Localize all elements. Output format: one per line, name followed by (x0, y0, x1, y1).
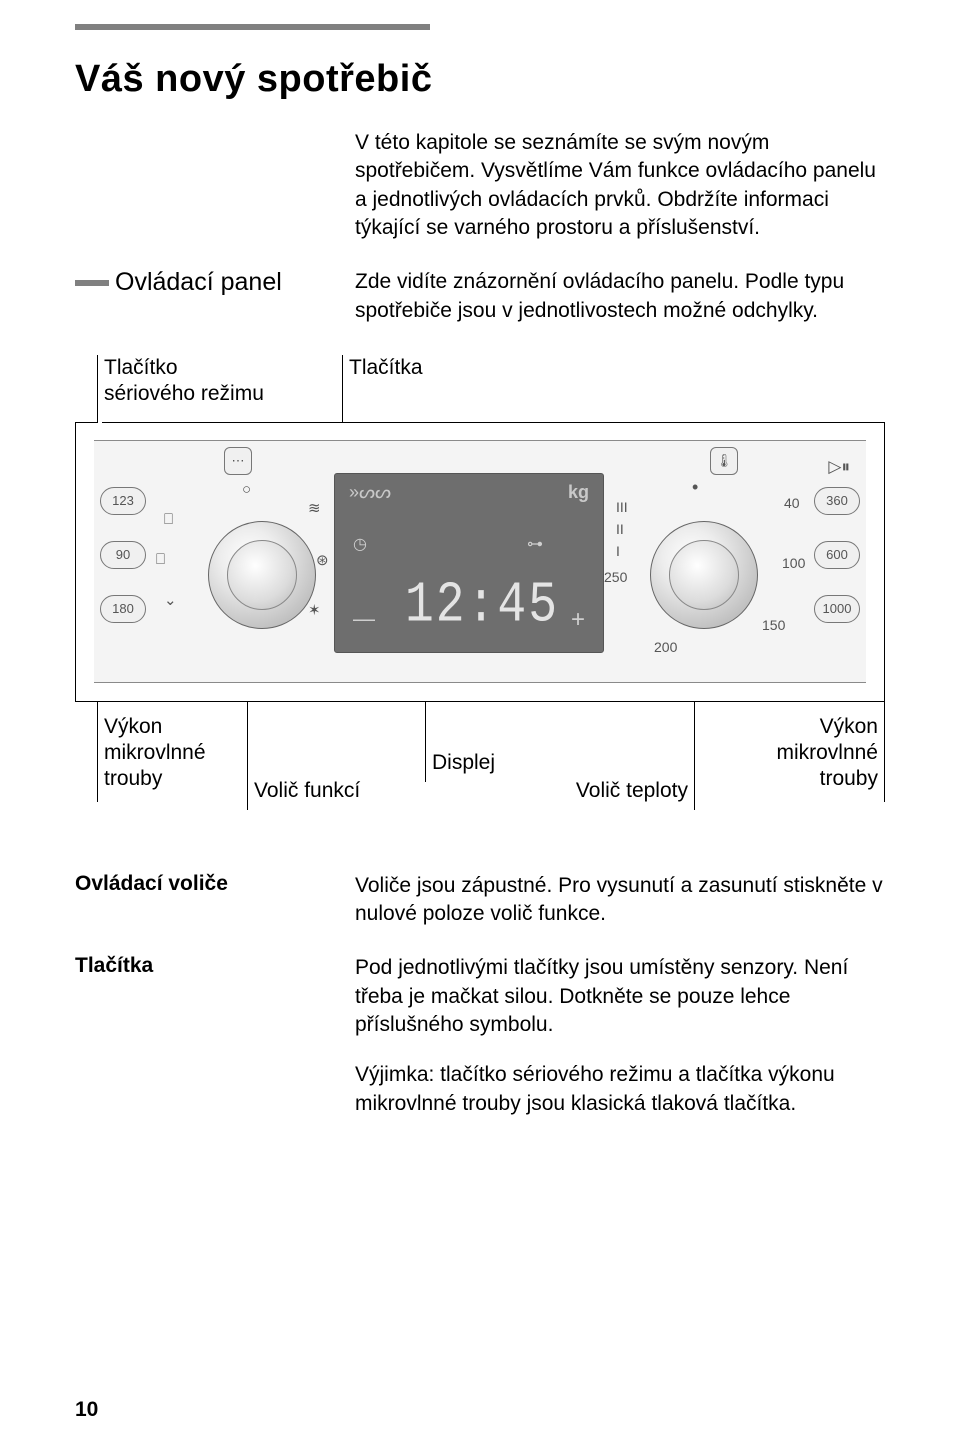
temp-100: 100 (782, 555, 805, 571)
button-180: 180 (100, 595, 146, 623)
temp-40: 40 (784, 495, 800, 511)
temp-II: II (616, 521, 624, 537)
diagram-bottom-labels: Výkon mikrovlnné trouby Volič funkcí Dis… (75, 702, 885, 822)
header-rule (75, 24, 430, 30)
button-360: 360 (814, 487, 860, 515)
button-1000: 1000 (814, 595, 860, 623)
display-clock-icon: ◷ (353, 534, 367, 554)
def-term-buttons: Tlačítka (75, 954, 355, 1118)
def-controls-p1: Voliče jsou zápustné. Pro vysunutí a zas… (355, 872, 885, 929)
temp-200: 200 (654, 639, 677, 655)
display-kg-icon: kg (568, 482, 589, 503)
label-buttons: Tlačítka (342, 355, 542, 422)
dial1-mark-left1: ⎕ (164, 511, 173, 528)
temp-250: 250 (604, 569, 627, 585)
label-microwave-power-left: Výkon mikrovlnné trouby (97, 702, 206, 802)
button-600: 600 (814, 541, 860, 569)
page-number: 10 (75, 1398, 98, 1422)
temp-III: III (616, 499, 628, 515)
temperature-selector-dial (650, 521, 758, 629)
temp-150: 150 (762, 617, 785, 633)
def-body-controls: Voliče jsou zápustné. Pro vysunutí a zas… (355, 872, 885, 929)
diagram-top-labels: Tlačítko sériového režimu Tlačítka (75, 355, 885, 422)
label-temp-selector: Volič teploty (565, 702, 695, 810)
display-heat-icon: »ᔕᔕ (349, 482, 391, 503)
control-panel-diagram: 123 90 180 360 600 1000 ▷⏸ ⋯ 🌡 ○ ⎕ ⎕ ⌄ ≋… (75, 422, 885, 702)
dial1-mark-left2: ⎕ (156, 551, 165, 568)
dial1-mark-top: ○ (242, 481, 251, 498)
display-plus: + (571, 606, 585, 634)
label-display: Displej (425, 702, 495, 782)
panel-surface: 123 90 180 360 600 1000 ▷⏸ ⋯ 🌡 ○ ⎕ ⎕ ⌄ ≋… (94, 440, 866, 683)
definitions: Ovládací voliče Voliče jsou zápustné. Pr… (75, 872, 885, 1118)
display-key-icon: ⊶ (527, 534, 543, 554)
dial1-mark-bl: ⌄ (164, 591, 177, 609)
label-serial-mode-button: Tlačítko sériového režimu (97, 355, 322, 422)
label-microwave-power-right: Výkon mikrovlnné trouby (765, 702, 885, 802)
dial1-mark-rb: ✶ (308, 601, 321, 619)
button-123: 123 (100, 487, 146, 515)
temp-I: I (616, 543, 620, 559)
dial1-mark-rt: ≋ (308, 499, 321, 517)
def-buttons-p2: Výjimka: tlačítko sériového režimu a tla… (355, 1061, 885, 1118)
def-body-buttons: Pod jednotlivými tlačítky jsou umístěny … (355, 954, 885, 1118)
dial1-mark-r: ⊛ (316, 551, 329, 569)
playpause-icon: ▷⏸ (828, 457, 850, 477)
display-screen: »ᔕᔕ kg ◷ ⊶ — + 12:45 (334, 473, 604, 653)
intro-text: V této kapitole se seznámíte se svým nov… (355, 129, 885, 242)
section-text: Zde vidíte znázornění ovládacího panelu.… (355, 268, 885, 325)
section-heading: Ovládací panel (115, 268, 355, 297)
def-term-controls: Ovládací voliče (75, 872, 355, 929)
display-time: 12:45 (405, 573, 559, 638)
button-90: 90 (100, 541, 146, 569)
page-title: Váš nový spotřebič (75, 58, 885, 101)
section-rule (75, 280, 109, 286)
thermometer-icon: 🌡 (710, 447, 738, 475)
display-minus: — (353, 606, 375, 632)
function-selector-dial (208, 521, 316, 629)
label-function-selector: Volič funkcí (247, 702, 360, 810)
menu-icon: ⋯ (224, 447, 252, 475)
def-buttons-p1: Pod jednotlivými tlačítky jsou umístěny … (355, 954, 885, 1039)
